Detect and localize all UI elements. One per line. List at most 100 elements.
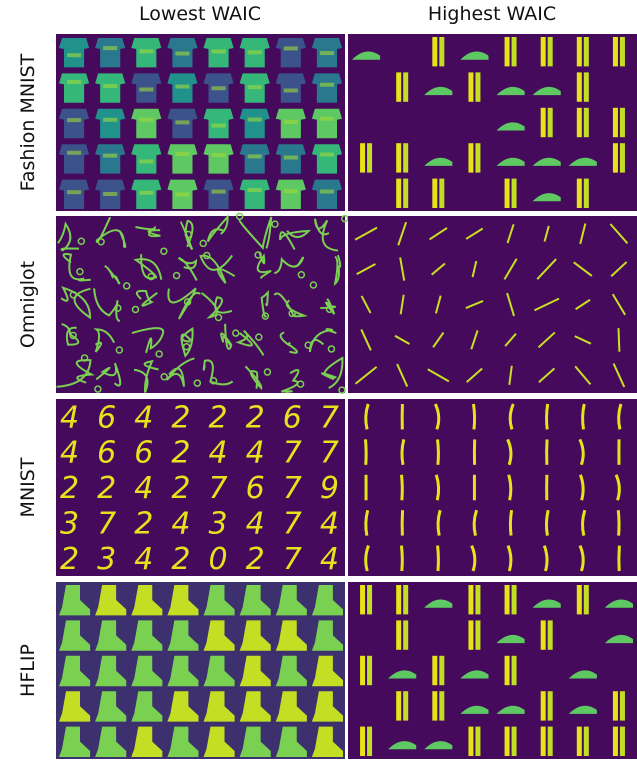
digit-one bbox=[364, 509, 370, 536]
glyph-stroke bbox=[131, 327, 165, 354]
trouser-leg bbox=[432, 178, 438, 208]
boot bbox=[131, 655, 163, 687]
glyph-node bbox=[261, 312, 270, 320]
sandal bbox=[460, 705, 489, 714]
garment bbox=[59, 144, 90, 174]
glyph-stroke bbox=[235, 329, 265, 356]
trouser-leg bbox=[511, 178, 517, 208]
boot bbox=[275, 655, 307, 687]
garment bbox=[59, 179, 90, 209]
trouser-leg bbox=[468, 72, 474, 102]
sandal bbox=[532, 599, 561, 608]
trouser-leg bbox=[396, 143, 402, 173]
glyph-stroke bbox=[471, 260, 478, 278]
boot bbox=[59, 691, 91, 722]
glyph-node bbox=[255, 333, 263, 341]
garment-pattern bbox=[139, 159, 154, 164]
trouser-leg bbox=[504, 585, 510, 615]
trouser-leg bbox=[475, 585, 481, 615]
trouser-leg bbox=[547, 726, 553, 756]
trouser-leg bbox=[396, 691, 402, 721]
trouser-leg bbox=[504, 655, 510, 686]
boot bbox=[131, 726, 163, 757]
boot bbox=[95, 726, 127, 757]
trouser-leg bbox=[547, 620, 553, 650]
glyph-node bbox=[76, 267, 84, 276]
trouser-leg bbox=[468, 620, 474, 650]
glyph-stroke bbox=[508, 365, 513, 386]
garment-pattern bbox=[247, 85, 262, 90]
glyph-stroke bbox=[399, 257, 406, 281]
glyph-stroke bbox=[579, 223, 587, 245]
sandal bbox=[388, 741, 417, 750]
glyph-stroke bbox=[238, 216, 273, 251]
digit-one bbox=[578, 438, 585, 466]
garment bbox=[131, 108, 162, 139]
glyph-node bbox=[309, 281, 318, 289]
digit-one bbox=[400, 474, 404, 501]
garment bbox=[95, 73, 126, 103]
garment bbox=[95, 38, 126, 68]
boot bbox=[59, 620, 91, 651]
garment bbox=[59, 38, 90, 68]
sandal bbox=[568, 670, 597, 679]
trouser-leg bbox=[576, 178, 582, 208]
trouser-leg bbox=[403, 72, 409, 102]
garment bbox=[275, 73, 306, 103]
glyph-stroke bbox=[320, 298, 337, 315]
garment-pattern bbox=[247, 154, 262, 159]
glyph-stroke bbox=[360, 295, 372, 314]
image-grid bbox=[56, 212, 349, 394]
glyph-stroke bbox=[611, 293, 626, 316]
glyph-node bbox=[203, 251, 211, 260]
sandal bbox=[424, 157, 453, 166]
digit-one bbox=[579, 474, 585, 501]
trouser-leg bbox=[511, 726, 517, 756]
sandal bbox=[424, 599, 453, 608]
boot bbox=[203, 585, 235, 616]
trouser-leg bbox=[468, 585, 474, 615]
glyph-stroke bbox=[93, 328, 115, 353]
trouser-leg bbox=[367, 726, 373, 756]
image-grid bbox=[348, 216, 637, 393]
boot bbox=[131, 585, 163, 616]
glyph-stroke bbox=[466, 367, 483, 383]
trouser-leg bbox=[360, 726, 366, 756]
glyph-node bbox=[183, 298, 192, 306]
glyph-stroke bbox=[56, 359, 96, 388]
trouser-leg bbox=[619, 726, 625, 756]
garment bbox=[239, 144, 270, 174]
garment-pattern bbox=[319, 189, 334, 194]
boot bbox=[311, 726, 343, 757]
boot bbox=[131, 691, 163, 722]
boot bbox=[275, 585, 307, 616]
digit-one bbox=[507, 474, 513, 501]
digit-one bbox=[506, 438, 513, 466]
trouser-leg bbox=[439, 691, 445, 721]
boot bbox=[203, 620, 235, 651]
trouser-leg bbox=[576, 585, 582, 615]
trouser-leg bbox=[432, 37, 438, 67]
digit-one bbox=[436, 509, 442, 536]
grid-background bbox=[348, 34, 637, 211]
trouser-leg bbox=[576, 107, 582, 138]
glyph-stroke bbox=[273, 292, 308, 318]
glyph-node bbox=[172, 271, 181, 280]
garment-pattern bbox=[103, 46, 118, 51]
digit-one bbox=[617, 403, 623, 430]
trouser-leg bbox=[619, 691, 625, 721]
glyph-node bbox=[97, 238, 105, 246]
glyph-stroke bbox=[199, 254, 236, 284]
sandal bbox=[424, 741, 453, 750]
trouser-leg bbox=[612, 107, 618, 138]
boot bbox=[95, 691, 127, 722]
glyph-stroke bbox=[536, 258, 557, 280]
garment-pattern bbox=[319, 152, 334, 157]
glyph-stroke bbox=[281, 368, 300, 394]
boot bbox=[311, 655, 343, 687]
digit-one bbox=[506, 545, 513, 572]
glyph-node bbox=[325, 305, 334, 314]
digit-one bbox=[581, 403, 586, 430]
trouser-leg bbox=[511, 585, 517, 615]
